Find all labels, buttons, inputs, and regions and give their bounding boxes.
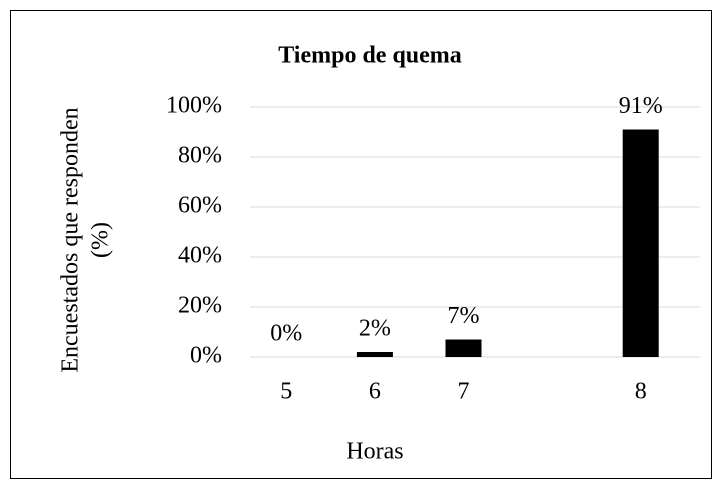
x-tick-label: 7 [458,379,470,405]
data-label: 0% [270,321,302,347]
x-tick-label: 8 [635,379,647,405]
chart-title: Tiempo de quema [278,43,462,69]
y-tick-label: 60% [178,193,222,219]
bar [356,352,393,357]
y-tick-label: 20% [178,293,222,319]
data-label: 91% [619,93,663,119]
y-axis-label: (%) [88,222,114,258]
x-tick-label: 6 [369,379,381,405]
y-tick-label: 80% [178,143,222,169]
bar [622,129,659,357]
chart-frame [10,10,712,479]
data-label: 7% [448,303,480,329]
x-tick-label: 5 [280,379,292,405]
data-label: 2% [359,316,391,342]
x-axis-label: Horas [346,439,403,465]
y-tick-label: 0% [190,343,222,369]
y-axis-label: Encuestados que responden [58,107,84,372]
y-tick-label: 100% [166,93,222,119]
bar [445,339,482,357]
y-tick-label: 40% [178,243,222,269]
